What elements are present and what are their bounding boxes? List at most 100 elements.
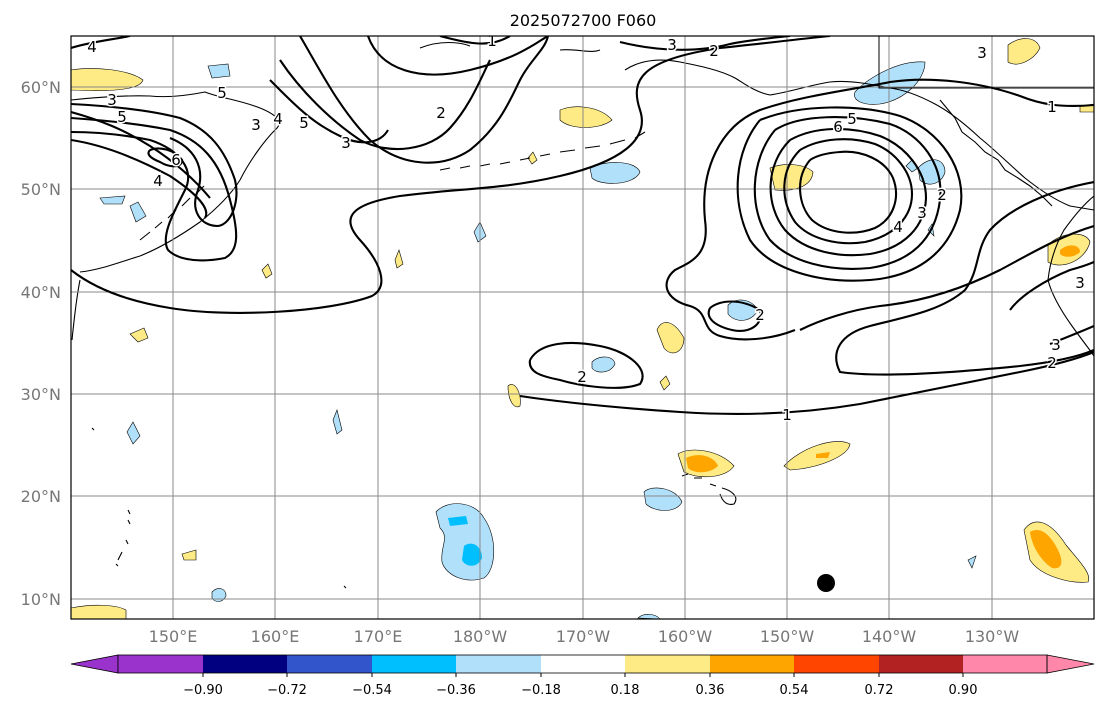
contour-2 bbox=[299, 36, 550, 164]
colorbar-segment bbox=[794, 655, 879, 673]
storm-marker bbox=[817, 574, 835, 592]
contour-label: 6 bbox=[833, 118, 843, 136]
positive-patch bbox=[507, 384, 521, 408]
contour-label: 5 bbox=[217, 84, 227, 102]
positive-patch bbox=[686, 455, 718, 473]
contour-label: 3 bbox=[251, 116, 261, 134]
lon-label: 180°W bbox=[453, 627, 508, 646]
negative-patch bbox=[967, 555, 977, 569]
contour-3 bbox=[71, 102, 238, 228]
latitude-labels: 60°N 50°N 40°N 30°N 20°N 10°N bbox=[21, 78, 61, 609]
lon-label: 160°W bbox=[658, 627, 713, 646]
positive-patch bbox=[1007, 38, 1041, 65]
contour-label: 5 bbox=[847, 110, 857, 128]
contour-2 bbox=[736, 106, 963, 282]
colorbar-tick-label: −0.36 bbox=[436, 683, 476, 698]
contour-2 bbox=[71, 116, 238, 262]
positive-patch bbox=[71, 68, 144, 91]
negative-patch bbox=[435, 503, 495, 581]
colorbar-segment bbox=[710, 655, 794, 673]
contour-1 bbox=[799, 224, 1094, 331]
contour-2 bbox=[707, 300, 762, 332]
contour-6 bbox=[799, 150, 897, 234]
contour-6 bbox=[147, 147, 184, 168]
contour-label: 5 bbox=[299, 114, 309, 132]
colorbar-tick-label: −0.18 bbox=[521, 683, 561, 698]
negative-patch bbox=[126, 421, 141, 445]
contour-label: 3 bbox=[917, 204, 927, 222]
british-columbia-coast bbox=[939, 99, 1053, 207]
lon-label: 170°E bbox=[354, 627, 403, 646]
negative-patch bbox=[462, 543, 482, 566]
aleutian-islands bbox=[439, 131, 646, 171]
lat-label: 20°N bbox=[21, 487, 61, 506]
contour-4 bbox=[269, 79, 389, 144]
lon-label: 150°E bbox=[149, 627, 198, 646]
contour-label: 2 bbox=[709, 42, 719, 60]
colorbar-tick-label: −0.54 bbox=[352, 683, 392, 698]
contour-4 bbox=[71, 36, 131, 50]
contour-label: 1 bbox=[487, 32, 497, 50]
negative-patch bbox=[591, 356, 616, 373]
contour-3 bbox=[279, 59, 491, 151]
contour-1 bbox=[665, 78, 1094, 341]
positive-patch bbox=[769, 164, 814, 191]
colorbar-tick-label: 0.90 bbox=[949, 683, 978, 698]
contour-label: 2 bbox=[1047, 354, 1057, 372]
contour-label: 2 bbox=[755, 306, 765, 324]
contour-label: 1 bbox=[782, 406, 792, 424]
positive-patch bbox=[559, 106, 613, 128]
contour-label: 4 bbox=[893, 218, 903, 236]
lat-label: 50°N bbox=[21, 180, 61, 199]
colorbar-segment bbox=[1046, 654, 1095, 674]
lon-label: 170°W bbox=[556, 627, 611, 646]
lon-label: 160°E bbox=[251, 627, 300, 646]
colorbar-tick-label: −0.72 bbox=[267, 683, 307, 698]
contour-label: 2 bbox=[577, 368, 587, 386]
graticule bbox=[71, 36, 1094, 619]
contour-label: 3 bbox=[977, 44, 987, 62]
map-frame bbox=[70, 35, 1095, 620]
contour-label-group: 4 3 5 4 6 5 3 4 5 3 2 1 3 2 6 5 4 3 2 3 … bbox=[86, 32, 1087, 426]
contour-5 bbox=[71, 110, 211, 199]
negative-patch bbox=[589, 162, 641, 184]
contour-label: 3 bbox=[667, 36, 677, 54]
contour-label: 5 bbox=[117, 108, 127, 126]
contour-1 bbox=[367, 36, 549, 76]
lon-label: 150°W bbox=[760, 627, 815, 646]
positive-patch bbox=[527, 151, 538, 165]
positive-patch bbox=[1060, 245, 1080, 257]
contour-label: 3 bbox=[107, 91, 117, 109]
contour-lines bbox=[71, 36, 1094, 415]
negative-patch bbox=[917, 159, 946, 185]
map-title: 2025072700 F060 bbox=[510, 11, 657, 30]
colorbar-segment bbox=[541, 655, 625, 673]
colorbar-segment bbox=[287, 655, 372, 673]
positive-patch bbox=[816, 452, 830, 458]
positive-patch bbox=[1030, 530, 1062, 569]
positive-patch bbox=[181, 549, 197, 561]
negative-patch bbox=[129, 201, 147, 223]
marianas-islands bbox=[91, 427, 347, 589]
contour-label: 2 bbox=[937, 186, 947, 204]
colorbar-tick-label: 0.72 bbox=[865, 683, 894, 698]
negative-patch bbox=[207, 63, 231, 79]
colorbar-tick-label: −0.90 bbox=[183, 683, 223, 698]
contour-2 bbox=[619, 36, 791, 51]
contour-1 bbox=[71, 36, 831, 314]
positive-patch bbox=[394, 249, 404, 269]
contour-2 bbox=[528, 341, 644, 389]
contour-label: 4 bbox=[273, 110, 283, 128]
colorbar-segment bbox=[372, 655, 456, 673]
contour-4 bbox=[71, 138, 208, 219]
longitude-labels: 150°E 160°E 170°E 180°W 170°W 160°W 150°… bbox=[149, 627, 1020, 646]
contour-label: 3 bbox=[1075, 274, 1085, 292]
contour-1 bbox=[439, 36, 511, 45]
contour-3 bbox=[1009, 261, 1094, 345]
lat-label: 60°N bbox=[21, 78, 61, 97]
hawaiian-islands bbox=[681, 473, 737, 505]
positive-patch bbox=[261, 263, 273, 279]
positive-patch bbox=[659, 375, 671, 391]
lon-label: 130°W bbox=[965, 627, 1020, 646]
contour-label: 1 bbox=[1047, 98, 1057, 116]
